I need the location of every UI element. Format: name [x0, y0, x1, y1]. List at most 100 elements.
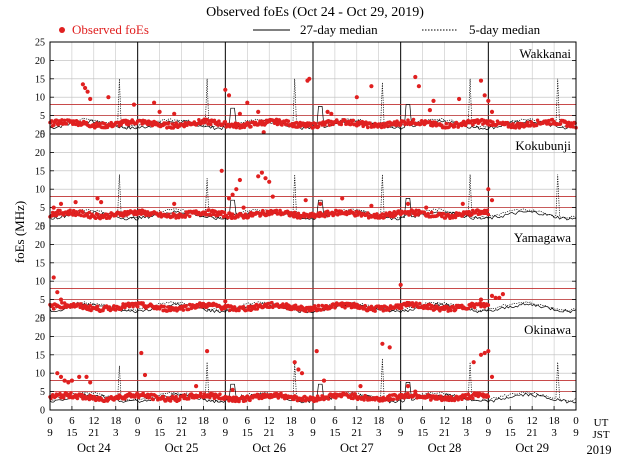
observed-point [237, 177, 242, 183]
observed-point [307, 76, 312, 81]
observed-point [71, 119, 76, 123]
y-tick-label: 0 [40, 130, 45, 141]
observed-point [208, 122, 213, 127]
observed-point [88, 303, 92, 308]
observed-point [88, 380, 93, 385]
observed-point [369, 304, 374, 309]
observed-point [525, 120, 530, 125]
observed-point [99, 200, 104, 205]
x-tick-label-ut: 0 [573, 415, 579, 427]
observed-point [460, 201, 465, 206]
observed-point [141, 301, 145, 305]
observed-point [208, 213, 213, 217]
observed-point [114, 308, 118, 312]
observed-point [94, 121, 99, 125]
observed-point [500, 292, 505, 297]
observed-point [416, 84, 421, 89]
observed-point [131, 102, 137, 107]
observed-point [348, 302, 353, 306]
x-tick-label-jst: 9 [486, 427, 492, 439]
observed-point [51, 123, 56, 127]
x-tick-label-ut: 0 [398, 415, 404, 427]
y-tick-label: 15 [35, 350, 45, 361]
observed-point [288, 304, 293, 309]
x-tick-label-ut: 12 [176, 415, 187, 427]
observed-point [211, 212, 216, 216]
y-tick-label: 15 [35, 74, 45, 85]
observed-point [55, 290, 60, 295]
y-tick-label: 5 [40, 203, 45, 214]
observed-point [323, 214, 327, 219]
observed-point [50, 119, 54, 123]
observed-point [73, 122, 78, 127]
station-label: Okinawa [524, 322, 571, 337]
x-tick-label-ut: 18 [373, 415, 385, 427]
x-tick-label-jst: 15 [505, 427, 517, 439]
observed-point [406, 118, 410, 122]
x-axis-year-label: 2019 [587, 443, 612, 457]
observed-point [279, 391, 283, 396]
x-tick-label-ut: 6 [508, 415, 514, 427]
observed-point [413, 74, 418, 80]
x-tick-label-jst: 21 [351, 427, 362, 439]
observed-point [206, 122, 210, 126]
observed-point [373, 309, 377, 313]
x-date-label: Oct 26 [252, 441, 286, 455]
observed-point [381, 308, 386, 313]
observed-point [413, 389, 418, 394]
observed-point [142, 372, 148, 378]
observed-point [230, 212, 235, 216]
observed-point [482, 350, 487, 356]
x-date-label: Oct 25 [165, 441, 199, 455]
x-tick-label-jst: 9 [398, 427, 404, 439]
observed-point [280, 123, 284, 127]
y-tick-label: 25 [35, 130, 45, 141]
x-tick-label-ut: 12 [439, 415, 450, 427]
y-tick-label: 0 [40, 406, 45, 417]
observed-point [237, 308, 241, 313]
observed-point [447, 125, 451, 129]
observed-point [267, 212, 272, 217]
observed-point [268, 305, 272, 309]
observed-point [486, 98, 491, 103]
x-tick-label-ut: 0 [486, 415, 492, 427]
x-tick-label-ut: 6 [157, 415, 163, 427]
observed-point [477, 209, 482, 213]
observed-point [427, 108, 432, 113]
x-tick-label-jst: 3 [113, 427, 119, 439]
observed-point [237, 399, 241, 404]
observed-point [426, 306, 430, 311]
observed-point [414, 208, 419, 213]
x-tick-label-jst: 21 [439, 427, 450, 439]
observed-point [60, 301, 64, 305]
observed-point [177, 215, 181, 220]
observed-point [187, 307, 191, 312]
observed-point [245, 100, 250, 105]
observed-point [440, 214, 444, 219]
observed-point [335, 212, 340, 217]
observed-point [233, 399, 238, 404]
observed-point [366, 211, 370, 215]
observed-point [75, 119, 80, 124]
x-tick-label-jst: 9 [310, 427, 316, 439]
observed-point [391, 397, 396, 402]
observed-point [249, 124, 253, 129]
observed-point [241, 305, 246, 309]
observed-point [426, 211, 430, 216]
observed-point [173, 124, 177, 129]
x-tick-label-jst: 3 [288, 427, 294, 439]
x-axis-jst-label: JST [592, 429, 609, 441]
observed-point [58, 201, 64, 206]
observed-point [166, 121, 171, 125]
observed-point [278, 208, 282, 213]
observed-point [83, 303, 88, 308]
observed-point [318, 201, 323, 206]
observed-point [270, 300, 274, 305]
observed-point [486, 349, 491, 354]
x-axis: UT JST 2019 0961512211830961512211830961… [47, 406, 612, 457]
observed-point [274, 117, 279, 122]
legend-observed-marker [59, 27, 65, 33]
observed-point [157, 109, 162, 114]
observed-point [478, 297, 484, 302]
